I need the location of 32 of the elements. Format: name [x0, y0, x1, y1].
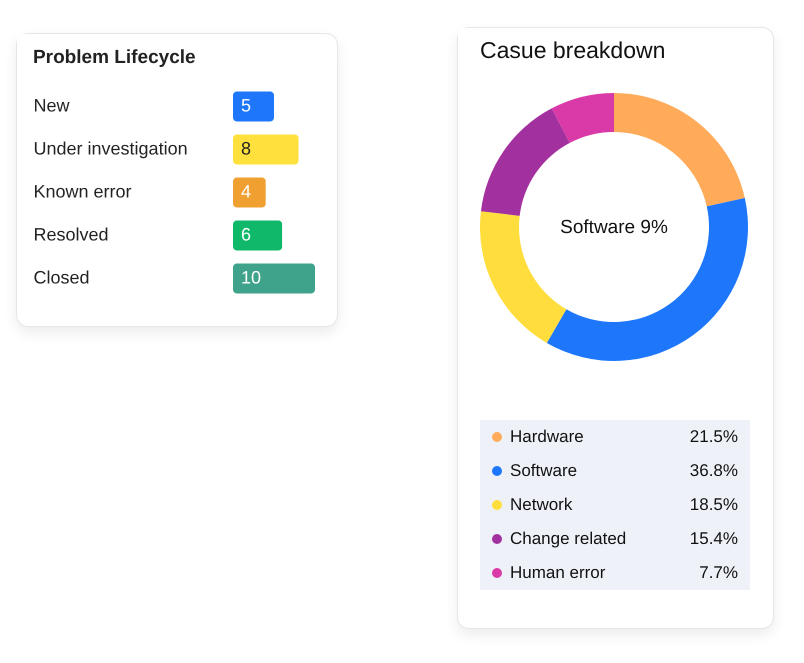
legend-label: Network	[509, 494, 574, 516]
y-tick-label: Resolved	[34, 224, 109, 244]
y-tick-label: Closed	[34, 268, 90, 288]
bar	[233, 134, 299, 165]
data-label: 36.8%	[688, 460, 739, 482]
data-label: 5	[241, 96, 252, 116]
legend-label: Hardware	[509, 426, 585, 448]
chart-title: Problem Lifecycle	[33, 47, 196, 68]
y-tick-label: Known error	[34, 182, 132, 202]
y-tick-label: Under investigation	[34, 138, 188, 158]
donut-slice	[480, 108, 570, 216]
donut-slice	[614, 93, 745, 206]
chart-title: Casue breakdown	[480, 37, 666, 63]
data-label: 10	[241, 268, 262, 288]
data-label: 7.7%	[698, 562, 739, 584]
data-label: 8	[241, 138, 252, 158]
data-label: 21.5%	[688, 426, 739, 448]
text: Software 9%	[560, 217, 668, 238]
donut-slice	[552, 93, 614, 143]
bar	[233, 177, 266, 208]
legend-label: Software	[509, 460, 578, 482]
data-label: 6	[241, 224, 252, 244]
data-label: 4	[241, 182, 252, 202]
bar	[233, 220, 282, 251]
legend-label: Change related	[509, 528, 628, 550]
bar	[233, 91, 274, 122]
legend-label: Human error	[509, 562, 606, 584]
data-label: 15.4%	[688, 528, 739, 550]
bar	[233, 263, 315, 294]
y-tick-label: New	[34, 96, 71, 116]
data-label: 18.5%	[688, 494, 739, 516]
donut-slice	[546, 198, 748, 361]
